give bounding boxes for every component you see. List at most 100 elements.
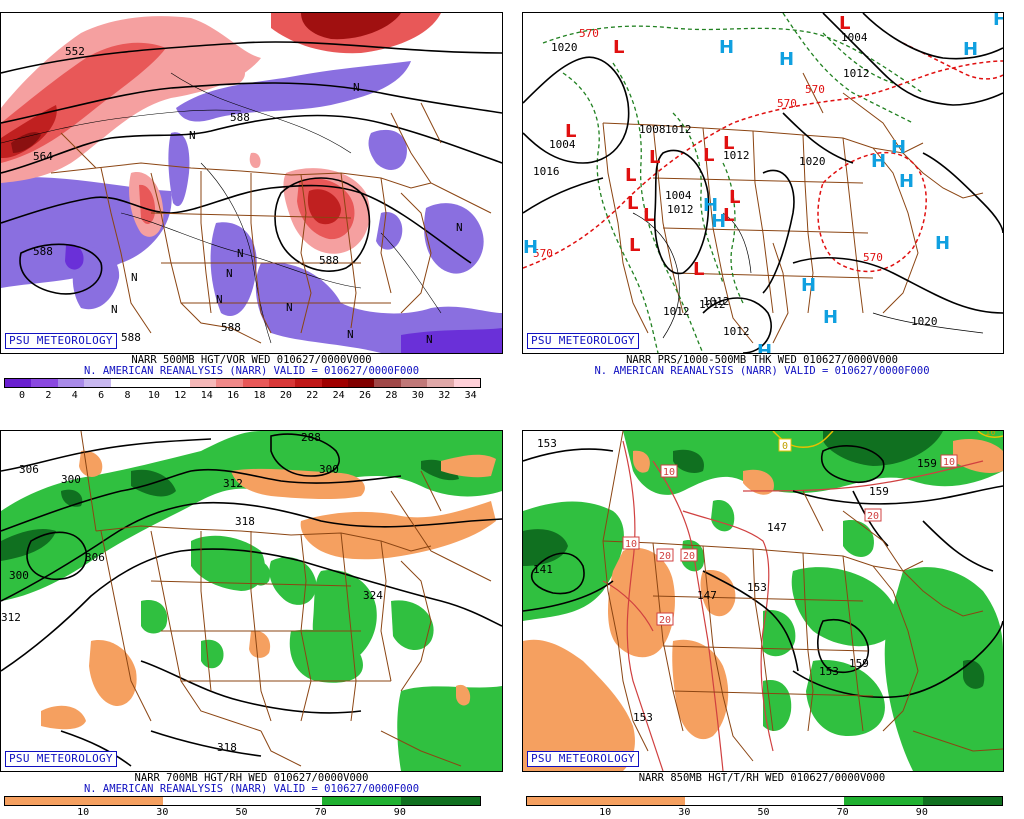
- psu-meteorology-logo: PSU METEOROLOGY: [527, 333, 639, 349]
- thickness-label: 570: [579, 27, 599, 40]
- isobar-label: 1012: [665, 123, 692, 136]
- height-label: 141: [533, 563, 553, 576]
- colorbar-swatch: [163, 797, 243, 805]
- vort-min-label: N: [216, 293, 223, 306]
- vort-min-label: N: [226, 267, 233, 280]
- colorbar-swatch: [110, 379, 137, 387]
- thickness-labels: 570 570 570 570 570: [533, 27, 883, 264]
- vort-min-label: N: [347, 328, 354, 341]
- high-marker: H: [823, 307, 838, 328]
- vort-min-label: N: [111, 303, 118, 316]
- colorbar-swatch: [84, 797, 164, 805]
- colorbar-swatch: [321, 379, 349, 387]
- map-caption-line2: N. AMERICAN REANALYSIS (NARR) VALID = 01…: [594, 365, 930, 377]
- high-marker: H: [963, 39, 978, 60]
- height-label: 288: [301, 431, 321, 444]
- height-label: 159: [869, 485, 889, 498]
- colorbar-swatch: [57, 379, 85, 387]
- colorbar-tick: 32: [438, 390, 451, 401]
- colorbar-tick: 30: [411, 390, 424, 401]
- state-boundaries: [602, 72, 984, 344]
- height-label: 153: [747, 581, 767, 594]
- temp-label: 20: [659, 551, 671, 562]
- colorbar-tick: 24: [332, 390, 345, 401]
- isobar-label: 1012: [843, 67, 870, 80]
- colorbar-swatch: [606, 797, 686, 805]
- thickness-cool-contours: [542, 13, 924, 353]
- colorbar-tick: 90: [915, 807, 928, 818]
- psu-meteorology-logo: PSU METEOROLOGY: [5, 333, 117, 349]
- colorbar-swatch: [685, 797, 765, 805]
- high-marker: H: [757, 341, 772, 353]
- colorbar-swatch: [136, 379, 164, 387]
- colorbar-tick: 18: [253, 390, 266, 401]
- low-marker: L: [649, 147, 660, 168]
- low-marker: L: [693, 259, 704, 280]
- colorbar-tick: 70: [836, 807, 849, 818]
- isobar-label: 1012: [663, 305, 690, 318]
- map-caption-line2: N. AMERICAN REANALYSIS (NARR) VALID = 01…: [83, 365, 420, 377]
- height-label: 588: [33, 245, 53, 258]
- isobar-label: 1004: [841, 31, 868, 44]
- vorticity-colorbar: [4, 378, 481, 388]
- rh-dry-regions: [523, 439, 1003, 771]
- map-caption-line2: N. AMERICAN REANALYSIS (NARR) VALID = 01…: [83, 783, 420, 795]
- rh-colorbar-ticks: 10 30 50 70 90: [526, 807, 1001, 819]
- temp-box: [660, 464, 678, 478]
- thickness-label: 570: [533, 247, 553, 260]
- height-label: 300: [61, 473, 81, 486]
- vorticity-strong-negative: [65, 244, 502, 353]
- height-label: 306: [19, 463, 39, 476]
- isobar-label: 1016: [533, 165, 560, 178]
- height-label: 300: [9, 569, 29, 582]
- height-label: 564: [33, 150, 53, 163]
- height-label: 312: [1, 611, 21, 624]
- colorbar-swatch: [242, 379, 269, 387]
- colorbar-swatch: [374, 379, 401, 387]
- panel-pressure-thickness: 1020 1004 1008 1012 1012 1012 1012 1012 …: [522, 12, 1024, 404]
- vort-min-label: N: [286, 301, 293, 314]
- thickness-label: 570: [777, 97, 797, 110]
- vort-min-label: N: [131, 271, 138, 284]
- high-marker: H: [871, 151, 886, 172]
- colorbar-swatch: [527, 797, 607, 805]
- panel-500mb: 552 564 588 588 588 588 588 N N N N N N …: [0, 12, 503, 404]
- contour-labels: 306 300 300 312 312 318 324 318 288 300 …: [1, 431, 383, 754]
- pressure-labels: 1020 1004 1008 1012 1012 1012 1012 1012 …: [533, 31, 938, 338]
- colorbar-tick: 30: [678, 807, 691, 818]
- colorbar-tick: 2: [45, 390, 52, 401]
- psu-meteorology-logo: PSU METEOROLOGY: [527, 751, 639, 767]
- low-marker: L: [565, 121, 576, 142]
- colorbar-tick: 10: [77, 807, 90, 818]
- height-label: 300: [319, 463, 339, 476]
- high-marker: H: [779, 49, 794, 70]
- high-pressure-markers: H H H H H H H H H H H H H H: [523, 13, 1003, 353]
- isobar-label: 1020: [799, 155, 826, 168]
- height-label: 159: [849, 657, 869, 670]
- temp-box: [778, 438, 792, 452]
- height-label: 588: [230, 111, 250, 124]
- height-label: 588: [319, 254, 339, 267]
- low-marker: L: [729, 187, 740, 208]
- colorbar-swatch: [268, 379, 296, 387]
- temp-box: [622, 536, 640, 550]
- map-850mb-rh: 153 141 147 153 159 153 159 159 153 147 …: [522, 430, 1004, 772]
- colorbar-tick: 0: [18, 390, 26, 401]
- height-label: 318: [217, 741, 237, 754]
- rh-colorbar: [526, 796, 1003, 806]
- state-boundaries: [602, 431, 1003, 762]
- isobar-label: 1004: [549, 138, 576, 151]
- low-pressure-markers: L L L L L L L L L L L L L: [565, 13, 850, 280]
- height-label: 552: [65, 45, 85, 58]
- colorbar-swatch: [348, 379, 375, 387]
- height-label: 588: [121, 331, 141, 344]
- temperature-labels: 10 10 10 20 20 20 20 0 10: [622, 431, 996, 626]
- height-contours: [1, 41, 502, 295]
- colorbar-swatch: [5, 379, 32, 387]
- contour-labels: 552 564 588 588 588 588 588 N N N N N N …: [33, 45, 463, 346]
- high-marker: H: [523, 237, 538, 258]
- colorbar-tick: 20: [279, 390, 292, 401]
- high-marker: H: [711, 211, 726, 232]
- colorbar-tick: 70: [314, 807, 327, 818]
- colorbar-swatch: [163, 379, 190, 387]
